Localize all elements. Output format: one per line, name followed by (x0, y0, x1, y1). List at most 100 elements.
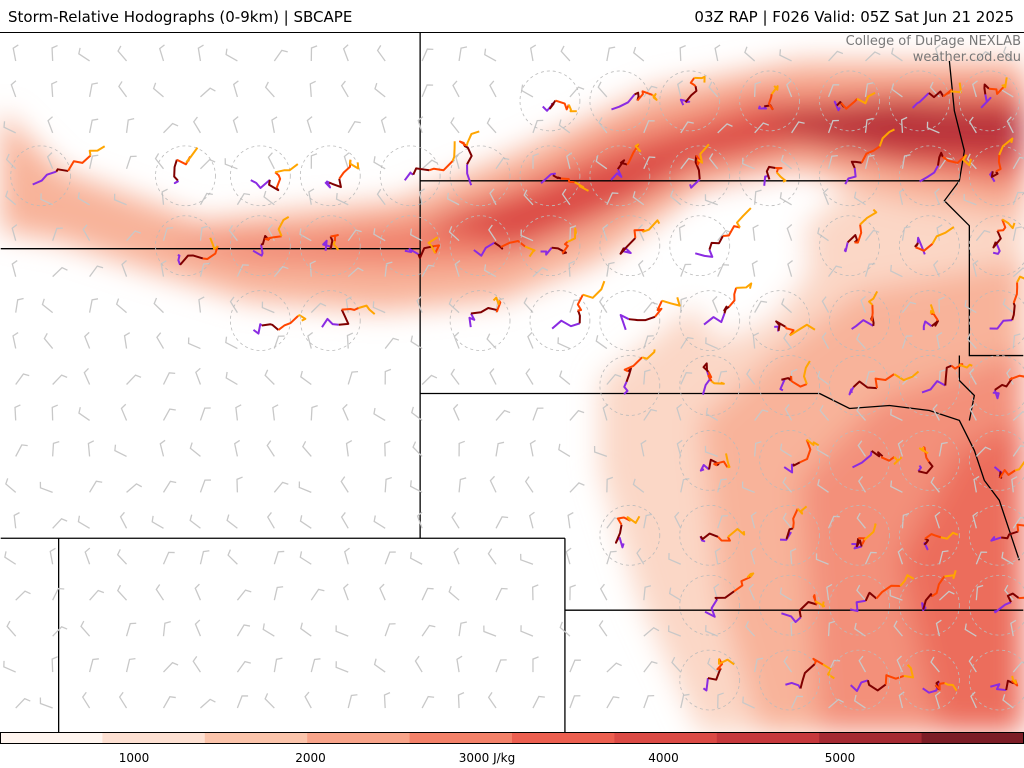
wind-barb (668, 553, 682, 565)
hodograph-segment (404, 248, 419, 256)
wind-barb (569, 225, 577, 241)
wind-barb (532, 266, 549, 278)
wind-barb (865, 51, 881, 62)
hodograph-segment (792, 508, 799, 529)
hodograph-ring (829, 649, 890, 711)
wind-barb (421, 48, 434, 62)
wind-barb (410, 335, 423, 350)
wind-barb (458, 440, 465, 457)
hodograph-segment (812, 594, 818, 605)
wind-barb (754, 300, 768, 313)
wind-barb (200, 698, 216, 709)
wind-barb (858, 476, 867, 493)
wind-barb (529, 439, 536, 457)
hodograph-segment (736, 282, 753, 289)
wind-barb (347, 120, 361, 134)
wind-barb (786, 80, 793, 98)
wind-barb (236, 192, 251, 206)
wind-barb (532, 695, 545, 709)
wind-barb (225, 336, 238, 350)
wind-barb (1012, 191, 1024, 205)
colorbar-tick-label: 1000 (118, 751, 150, 765)
wind-barb (156, 332, 165, 349)
hodograph-segment (994, 377, 1014, 391)
wind-barb (674, 511, 682, 529)
wind-barb (88, 118, 99, 133)
wind-barb (13, 512, 20, 529)
wind-barb (817, 370, 829, 386)
wind-barb (569, 659, 581, 673)
wind-barb (891, 47, 903, 62)
wind-barb (11, 260, 18, 277)
wind-barb (199, 158, 216, 170)
hodograph-ring (899, 355, 960, 416)
wind-barb (347, 370, 359, 385)
wind-barb (754, 441, 762, 457)
wind-barb (335, 193, 349, 206)
wind-barb (569, 482, 585, 493)
hodograph-segment (625, 367, 632, 383)
hodograph-segment (950, 82, 962, 94)
wind-barb (966, 333, 977, 349)
wind-barb (162, 372, 176, 385)
hodograph-segment (806, 438, 820, 447)
wind-barb (483, 264, 497, 278)
wind-barb (421, 159, 438, 170)
wind-barb (450, 368, 460, 385)
hodograph-segment (893, 456, 903, 465)
wind-barb (705, 407, 719, 422)
wind-barb (194, 619, 202, 637)
wind-barb (520, 229, 534, 242)
wind-barb (532, 407, 544, 421)
hodograph-ring (679, 574, 741, 636)
wind-barb (121, 259, 128, 277)
hodograph-segment (899, 574, 915, 587)
hodograph-ring (679, 355, 741, 416)
hodograph-segment (465, 130, 480, 146)
hodograph-segment (859, 208, 878, 226)
wind-barb (754, 81, 762, 97)
hodograph-segment (684, 85, 698, 103)
wind-barb (161, 188, 168, 205)
hodograph-segment (931, 575, 946, 598)
wind-barb (120, 403, 128, 421)
hodograph-segment (610, 168, 623, 181)
hodograph-segment (268, 179, 280, 192)
wind-barb (342, 44, 349, 62)
wind-barb (864, 370, 875, 385)
wind-barb (606, 476, 614, 493)
hodograph-segment (992, 389, 1000, 400)
hodograph-ring (759, 430, 820, 491)
wind-barb (271, 116, 278, 133)
hodograph-segment (746, 572, 755, 579)
hodograph-segment (1016, 275, 1024, 283)
wind-barb (751, 260, 758, 277)
wind-barb (189, 442, 201, 457)
wind-barb (77, 515, 90, 529)
hodograph-segment (493, 241, 504, 250)
wind-barb (15, 373, 30, 385)
wind-barb (199, 262, 210, 277)
wind-barb (15, 297, 24, 313)
hodograph-ring (739, 70, 800, 132)
hodograph-segment (798, 600, 818, 618)
hodograph-segment (636, 90, 653, 102)
credit-website: weather.cod.edu (912, 50, 1021, 65)
hodograph-ring (759, 355, 820, 416)
wind-barb (964, 623, 977, 637)
hodograph-segment (694, 249, 714, 258)
wind-barb (233, 439, 241, 457)
wind-barb (680, 297, 688, 313)
wind-barb (448, 226, 460, 242)
wind-barb (890, 408, 903, 422)
wind-barb (783, 656, 793, 673)
wind-barb (520, 625, 534, 637)
hodograph-segment (654, 300, 663, 318)
colorbar-segment (0, 732, 104, 744)
hodograph-ring (599, 290, 661, 351)
hodograph-segment (560, 177, 575, 184)
wind-barb (742, 157, 755, 170)
wind-barb (532, 656, 539, 673)
wind-barb (969, 404, 977, 421)
wind-barb (228, 224, 238, 242)
